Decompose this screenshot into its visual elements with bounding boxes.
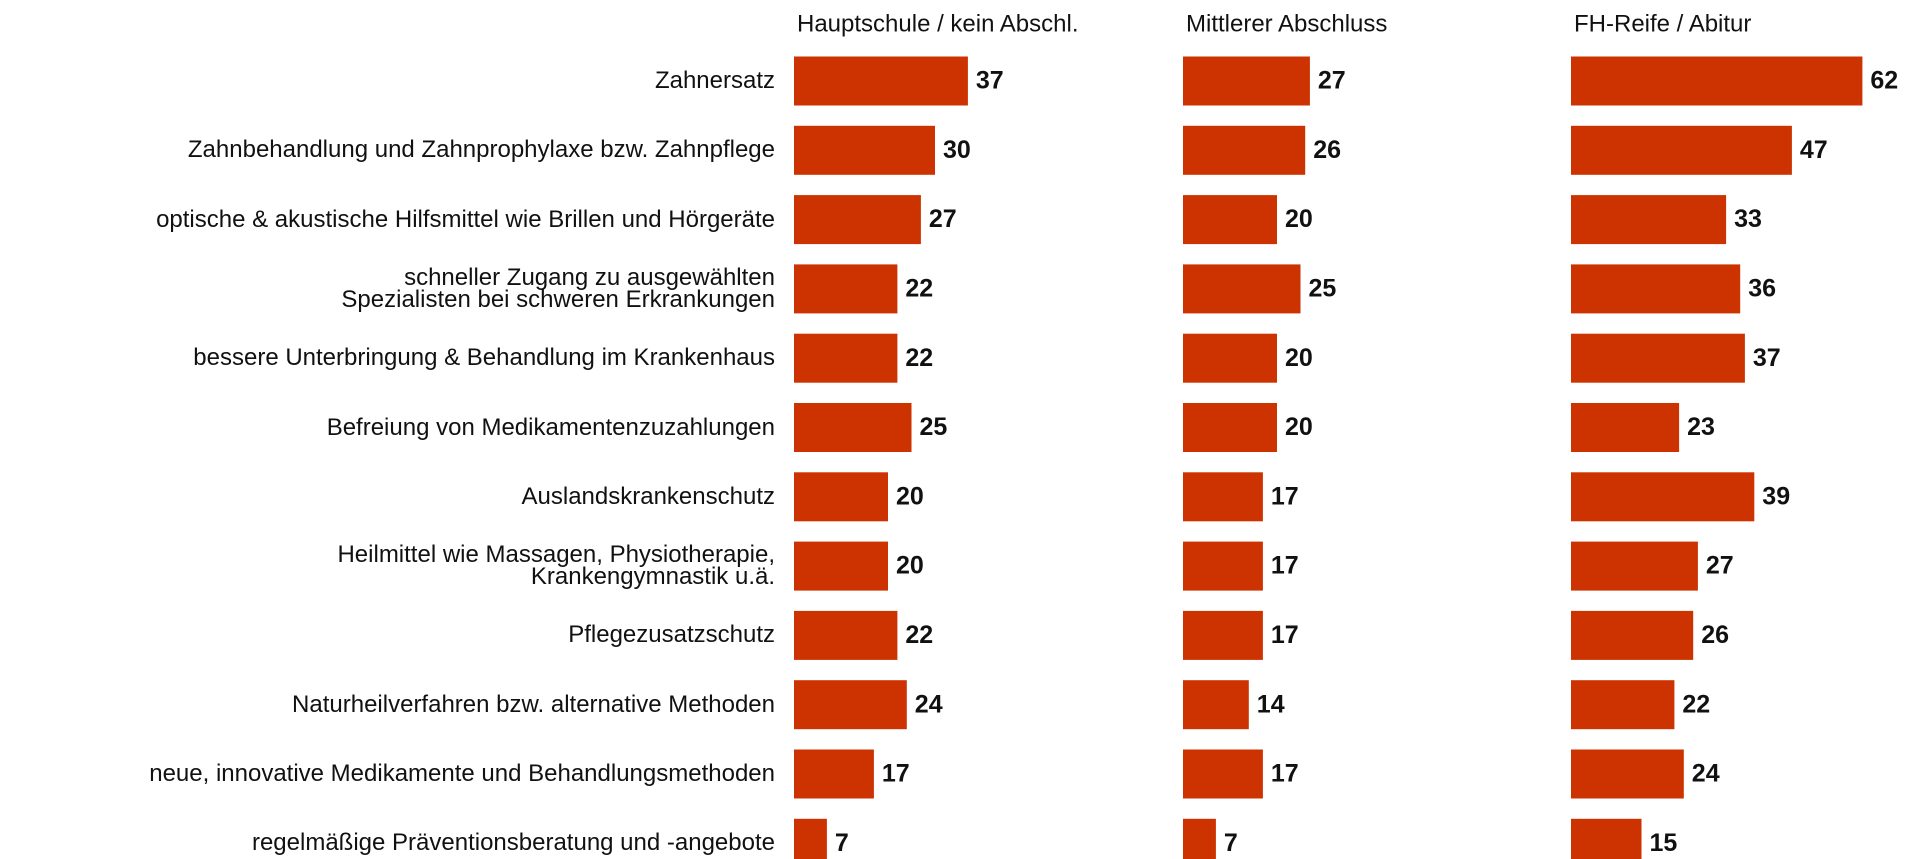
value-label: 15 — [1650, 829, 1678, 857]
value-label: 37 — [1753, 344, 1781, 372]
series-title: Hauptschule / kein Abschl. — [797, 10, 1079, 37]
bar — [1183, 818, 1216, 859]
bar — [794, 125, 935, 175]
series-title: FH-Reife / Abitur — [1574, 10, 1751, 37]
category-label: Naturheilverfahren bzw. alternative Meth… — [292, 690, 775, 718]
value-label: 22 — [905, 275, 933, 303]
value-label: 33 — [1734, 205, 1762, 233]
value-label: 24 — [1692, 760, 1720, 788]
value-label: 17 — [1271, 621, 1299, 649]
bar — [1571, 264, 1741, 314]
category-label: Zahnersatz — [654, 67, 775, 94]
bar — [1183, 610, 1263, 660]
bar — [794, 472, 888, 522]
value-label: 17 — [1271, 482, 1299, 510]
bar — [1183, 749, 1263, 799]
value-label: 20 — [1285, 344, 1313, 372]
value-label: 27 — [1706, 552, 1734, 580]
value-label: 22 — [905, 344, 933, 372]
bar — [794, 610, 898, 660]
bar — [1183, 125, 1306, 175]
category-label: regelmäßige Präventionsberatung und -ang… — [251, 829, 775, 857]
bar — [1183, 472, 1263, 522]
value-label: 23 — [1687, 413, 1715, 441]
value-label: 24 — [915, 690, 943, 718]
value-label: 17 — [1271, 552, 1299, 580]
bar — [1571, 541, 1698, 591]
bar — [1183, 195, 1277, 245]
value-label: 22 — [1682, 690, 1710, 718]
value-label: 25 — [1309, 275, 1337, 303]
value-label: 22 — [905, 621, 933, 649]
bar — [1183, 680, 1249, 730]
value-label: 20 — [1285, 413, 1313, 441]
value-label: 26 — [1701, 621, 1729, 649]
category-label: bessere Unterbringung & Behandlung im Kr… — [193, 344, 775, 372]
category-label: optische & akustische Hilfsmittel wie Br… — [156, 205, 775, 233]
series-title: Mittlerer Abschluss — [1186, 10, 1387, 37]
bar — [1571, 333, 1745, 383]
bar — [1571, 680, 1675, 730]
value-label: 30 — [943, 136, 971, 164]
bar — [1183, 403, 1277, 452]
category-label: schneller Zugang zu ausgewählten Spezial… — [341, 263, 775, 313]
value-label: 20 — [896, 552, 924, 580]
value-label: 36 — [1748, 275, 1776, 303]
bar — [1183, 541, 1263, 591]
bar — [1571, 472, 1755, 522]
bar — [794, 56, 968, 106]
value-label: 39 — [1762, 482, 1790, 510]
category-label: Heilmittel wie Massagen, Physiotherapie,… — [337, 541, 775, 591]
bar — [794, 818, 827, 859]
bar — [1571, 403, 1680, 452]
bar — [1183, 56, 1310, 106]
value-label: 17 — [1271, 760, 1299, 788]
bar — [794, 195, 921, 245]
bar — [1183, 264, 1301, 314]
bar — [1571, 749, 1684, 799]
bar — [1571, 56, 1863, 106]
value-label: 20 — [896, 482, 924, 510]
value-label: 62 — [1870, 67, 1898, 95]
value-label: 25 — [920, 413, 948, 441]
category-label: Pflegezusatzschutz — [568, 621, 775, 649]
bar — [794, 264, 898, 314]
bar — [794, 333, 898, 383]
bar — [1571, 818, 1642, 859]
bar — [794, 680, 907, 730]
bar — [1571, 610, 1694, 660]
value-label: 37 — [976, 67, 1004, 95]
value-label: 47 — [1800, 136, 1828, 164]
category-label: Auslandskrankenschutz — [521, 482, 775, 510]
category-label: Befreiung von Medikamentenzuzahlungen — [326, 413, 775, 441]
bar — [1571, 125, 1792, 175]
value-label: 20 — [1285, 205, 1313, 233]
category-label: neue, innovative Medikamente und Behandl… — [149, 760, 775, 787]
value-label: 7 — [1224, 829, 1238, 857]
category-label: Zahnbehandlung und Zahnprophylaxe bzw. Z… — [187, 136, 775, 164]
value-label: 26 — [1313, 136, 1341, 164]
value-label: 27 — [1318, 67, 1346, 95]
value-label: 17 — [882, 760, 910, 788]
bar — [794, 403, 912, 452]
value-label: 14 — [1257, 690, 1285, 718]
value-label: 27 — [929, 205, 957, 233]
bar — [1571, 195, 1727, 245]
bar — [794, 541, 888, 591]
value-label: 7 — [835, 829, 849, 857]
bar — [794, 749, 874, 799]
bar — [1183, 333, 1277, 383]
